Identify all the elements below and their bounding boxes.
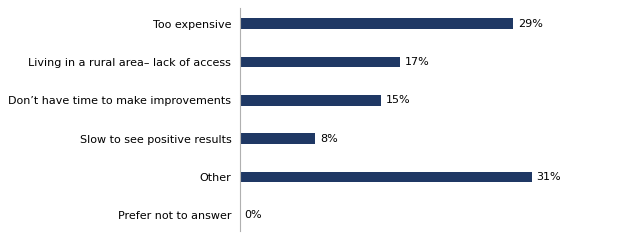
Text: 31%: 31% [536,172,561,182]
Text: 17%: 17% [404,57,429,67]
Bar [239,172,532,182]
Bar [239,133,315,144]
Bar [239,95,381,106]
Text: 29%: 29% [518,19,542,29]
Bar [239,57,400,67]
Text: 8%: 8% [320,134,338,144]
Bar [239,18,513,29]
Text: 15%: 15% [386,95,411,105]
Text: 0%: 0% [244,210,262,220]
